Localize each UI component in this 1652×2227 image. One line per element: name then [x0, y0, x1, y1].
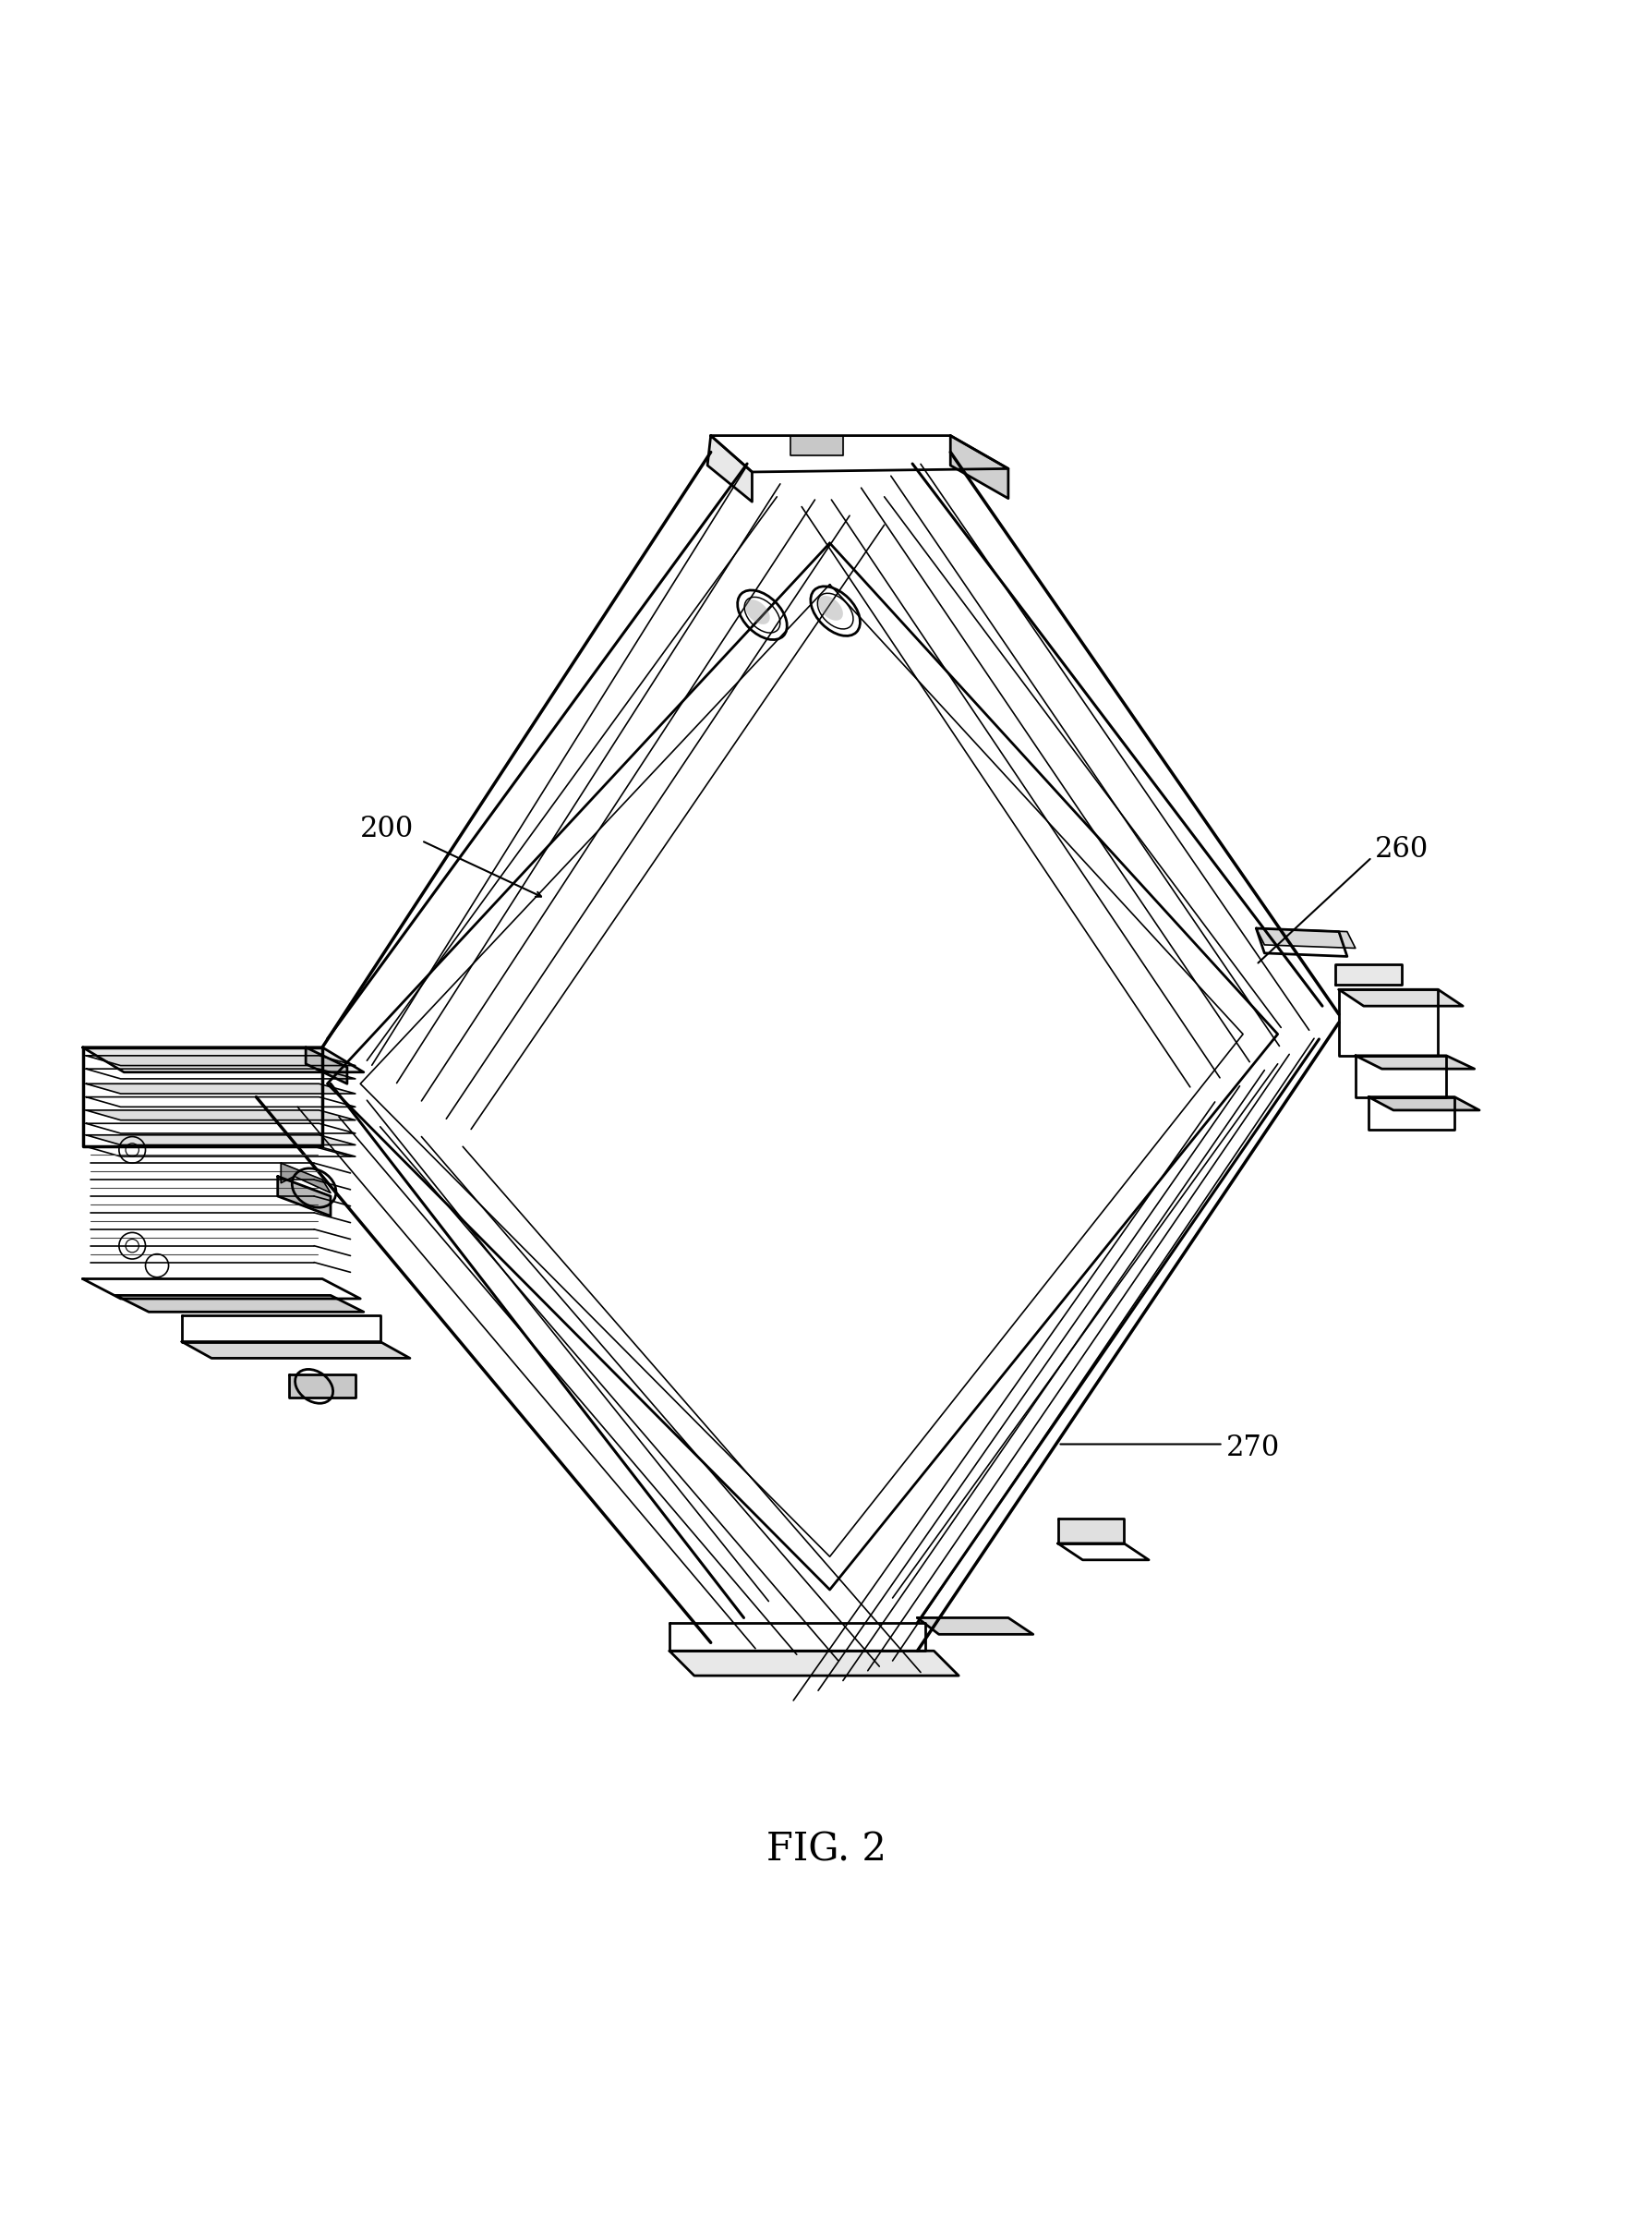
Polygon shape: [83, 1278, 360, 1298]
Polygon shape: [1256, 929, 1355, 949]
Polygon shape: [83, 1047, 363, 1071]
Polygon shape: [1057, 1519, 1123, 1543]
Polygon shape: [278, 1176, 330, 1216]
Text: FIG. 2: FIG. 2: [767, 1831, 885, 1868]
Text: 260: 260: [1374, 835, 1429, 864]
Polygon shape: [86, 1136, 355, 1145]
Ellipse shape: [745, 599, 770, 624]
Polygon shape: [86, 1111, 355, 1120]
Polygon shape: [710, 436, 1008, 472]
Polygon shape: [1338, 989, 1437, 1056]
Polygon shape: [917, 1617, 1032, 1635]
Polygon shape: [86, 1085, 355, 1093]
Polygon shape: [669, 1650, 958, 1675]
Polygon shape: [790, 436, 843, 457]
Polygon shape: [1256, 929, 1346, 955]
Polygon shape: [86, 1056, 355, 1065]
Polygon shape: [1335, 964, 1401, 984]
Polygon shape: [950, 436, 1008, 499]
Polygon shape: [1368, 1098, 1479, 1111]
Polygon shape: [86, 1069, 355, 1078]
Polygon shape: [116, 1296, 363, 1312]
Polygon shape: [182, 1341, 410, 1358]
Polygon shape: [1355, 1056, 1446, 1098]
Polygon shape: [83, 1047, 322, 1147]
Polygon shape: [327, 543, 1277, 1590]
Polygon shape: [306, 1047, 347, 1085]
Polygon shape: [669, 1623, 925, 1650]
Polygon shape: [281, 1162, 330, 1194]
Polygon shape: [86, 1098, 355, 1107]
Polygon shape: [86, 1122, 355, 1134]
Polygon shape: [182, 1316, 380, 1341]
Polygon shape: [289, 1374, 355, 1399]
Polygon shape: [1368, 1098, 1454, 1129]
Ellipse shape: [818, 597, 843, 621]
Polygon shape: [707, 436, 752, 501]
Polygon shape: [1338, 989, 1462, 1007]
Text: 270: 270: [1226, 1434, 1280, 1461]
Polygon shape: [1057, 1543, 1148, 1559]
Text: 200: 200: [360, 815, 415, 844]
Polygon shape: [86, 1147, 355, 1156]
Polygon shape: [1355, 1056, 1474, 1069]
